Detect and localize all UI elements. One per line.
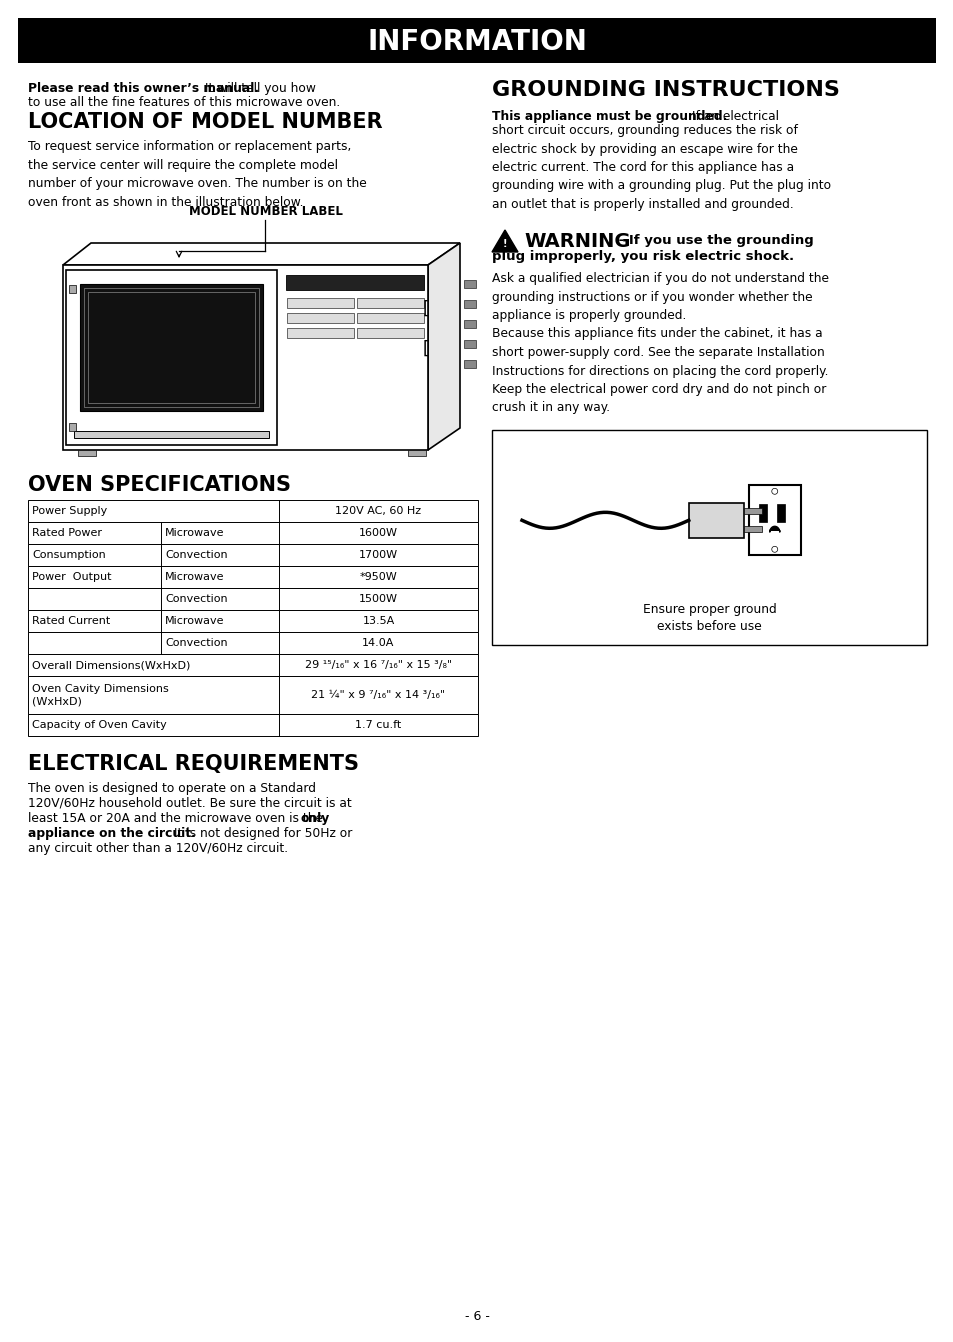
- Text: If an electrical: If an electrical: [687, 110, 779, 123]
- Text: Overall Dimensions(WxHxD): Overall Dimensions(WxHxD): [32, 660, 191, 670]
- Text: !: !: [502, 239, 507, 250]
- Text: 29 ¹⁵/₁₆" x 16 ⁷/₁₆" x 15 ³/₈": 29 ¹⁵/₁₆" x 16 ⁷/₁₆" x 15 ³/₈": [305, 660, 452, 670]
- Text: MODEL NUMBER LABEL: MODEL NUMBER LABEL: [189, 205, 342, 217]
- Bar: [28, 676, 477, 714]
- Bar: [758, 505, 766, 522]
- Bar: [28, 654, 477, 676]
- Text: It will tell you how: It will tell you how: [201, 82, 315, 95]
- Text: Consumption: Consumption: [32, 550, 106, 560]
- Text: 14.0A: 14.0A: [362, 637, 395, 648]
- Bar: [463, 360, 476, 368]
- Bar: [66, 270, 276, 446]
- Text: This appliance must be grounded.: This appliance must be grounded.: [492, 110, 726, 123]
- Bar: [463, 301, 476, 309]
- Text: plug improperly, you risk electric shock.: plug improperly, you risk electric shock…: [492, 250, 793, 263]
- Bar: [743, 509, 760, 514]
- Bar: [776, 505, 784, 522]
- Text: - 6 -: - 6 -: [464, 1310, 489, 1323]
- Bar: [28, 522, 477, 544]
- Text: Convection: Convection: [165, 550, 228, 560]
- Bar: [84, 289, 258, 407]
- Bar: [74, 431, 269, 437]
- Bar: [18, 17, 935, 63]
- Text: 1500W: 1500W: [358, 595, 397, 604]
- Text: The oven is designed to operate on a Standard: The oven is designed to operate on a Sta…: [28, 782, 315, 794]
- Bar: [356, 298, 423, 309]
- Text: any circuit other than a 120V/60Hz circuit.: any circuit other than a 120V/60Hz circu…: [28, 841, 288, 855]
- Bar: [28, 544, 477, 566]
- Bar: [463, 319, 476, 327]
- Text: INFORMATION: INFORMATION: [367, 27, 586, 55]
- Text: Capacity of Oven Cavity: Capacity of Oven Cavity: [32, 721, 167, 730]
- Bar: [63, 264, 428, 450]
- Text: Power  Output: Power Output: [32, 572, 112, 582]
- Bar: [28, 714, 477, 735]
- Polygon shape: [428, 243, 459, 450]
- Text: WARNING: WARNING: [523, 232, 630, 251]
- Bar: [28, 632, 477, 654]
- Bar: [287, 298, 354, 309]
- Text: appliance on the circuit.: appliance on the circuit.: [28, 827, 195, 840]
- Bar: [743, 526, 760, 533]
- Text: 13.5A: 13.5A: [362, 616, 395, 625]
- Bar: [286, 275, 423, 290]
- Bar: [287, 313, 354, 323]
- Bar: [492, 429, 926, 646]
- Text: [: [: [422, 340, 429, 358]
- Text: 120V/60Hz household outlet. Be sure the circuit is at: 120V/60Hz household outlet. Be sure the …: [28, 797, 352, 811]
- Text: Oven Cavity Dimensions
(WxHxD): Oven Cavity Dimensions (WxHxD): [32, 684, 169, 706]
- Text: Rated Current: Rated Current: [32, 616, 111, 625]
- Bar: [748, 486, 800, 556]
- Bar: [69, 285, 76, 293]
- Bar: [88, 293, 254, 403]
- Text: least 15A or 20A and the microwave oven is the: least 15A or 20A and the microwave oven …: [28, 812, 327, 825]
- Bar: [28, 501, 477, 522]
- Polygon shape: [63, 243, 459, 264]
- Bar: [463, 340, 476, 348]
- Text: Rated Power: Rated Power: [32, 527, 102, 538]
- Bar: [28, 611, 477, 632]
- Polygon shape: [769, 526, 779, 533]
- Text: Power Supply: Power Supply: [32, 506, 107, 517]
- Text: 21 ¼" x 9 ⁷/₁₆" x 14 ³/₁₆": 21 ¼" x 9 ⁷/₁₆" x 14 ³/₁₆": [311, 690, 445, 701]
- Polygon shape: [771, 546, 777, 553]
- Text: to use all the fine features of this microwave oven.: to use all the fine features of this mic…: [28, 97, 340, 109]
- Polygon shape: [492, 229, 517, 252]
- Bar: [463, 280, 476, 289]
- Bar: [80, 285, 263, 411]
- Text: - If you use the grounding: - If you use the grounding: [614, 234, 813, 247]
- Text: It is not designed for 50Hz or: It is not designed for 50Hz or: [170, 827, 352, 840]
- Bar: [356, 327, 423, 338]
- Text: 1.7 cu.ft: 1.7 cu.ft: [355, 721, 401, 730]
- Text: LOCATION OF MODEL NUMBER: LOCATION OF MODEL NUMBER: [28, 111, 382, 132]
- Bar: [356, 313, 423, 323]
- Text: 120V AC, 60 Hz: 120V AC, 60 Hz: [335, 506, 421, 517]
- Text: 1600W: 1600W: [358, 527, 397, 538]
- Text: [: [: [422, 301, 429, 318]
- Text: GROUNDING INSTRUCTIONS: GROUNDING INSTRUCTIONS: [492, 81, 839, 101]
- Text: Convection: Convection: [165, 595, 228, 604]
- Text: 1700W: 1700W: [358, 550, 397, 560]
- Text: Please read this owner’s manual.: Please read this owner’s manual.: [28, 82, 259, 95]
- Text: Microwave: Microwave: [165, 616, 224, 625]
- Text: Convection: Convection: [165, 637, 228, 648]
- Text: only: only: [301, 812, 330, 825]
- Text: OVEN SPECIFICATIONS: OVEN SPECIFICATIONS: [28, 475, 291, 495]
- Bar: [69, 423, 76, 431]
- Text: Ask a qualified electrician if you do not understand the
grounding instructions : Ask a qualified electrician if you do no…: [492, 272, 828, 415]
- Bar: [78, 450, 96, 456]
- Bar: [408, 450, 426, 456]
- Text: To request service information or replacement parts,
the service center will req: To request service information or replac…: [28, 140, 366, 208]
- Text: short circuit occurs, grounding reduces the risk of
electric shock by providing : short circuit occurs, grounding reduces …: [492, 123, 830, 211]
- Text: Ensure proper ground
exists before use: Ensure proper ground exists before use: [642, 603, 776, 633]
- Bar: [287, 327, 354, 338]
- Bar: [688, 503, 743, 538]
- Text: Microwave: Microwave: [165, 572, 224, 582]
- Text: ELECTRICAL REQUIREMENTS: ELECTRICAL REQUIREMENTS: [28, 754, 358, 774]
- Polygon shape: [771, 488, 777, 494]
- Bar: [28, 566, 477, 588]
- Bar: [28, 588, 477, 611]
- Text: *950W: *950W: [359, 572, 397, 582]
- Text: Microwave: Microwave: [165, 527, 224, 538]
